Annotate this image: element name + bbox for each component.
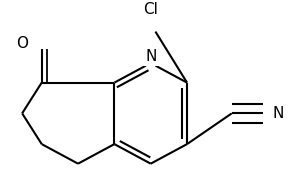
Text: N: N (145, 49, 156, 63)
Text: Cl: Cl (143, 3, 158, 17)
Text: O: O (16, 36, 28, 51)
Text: N: N (272, 106, 284, 121)
